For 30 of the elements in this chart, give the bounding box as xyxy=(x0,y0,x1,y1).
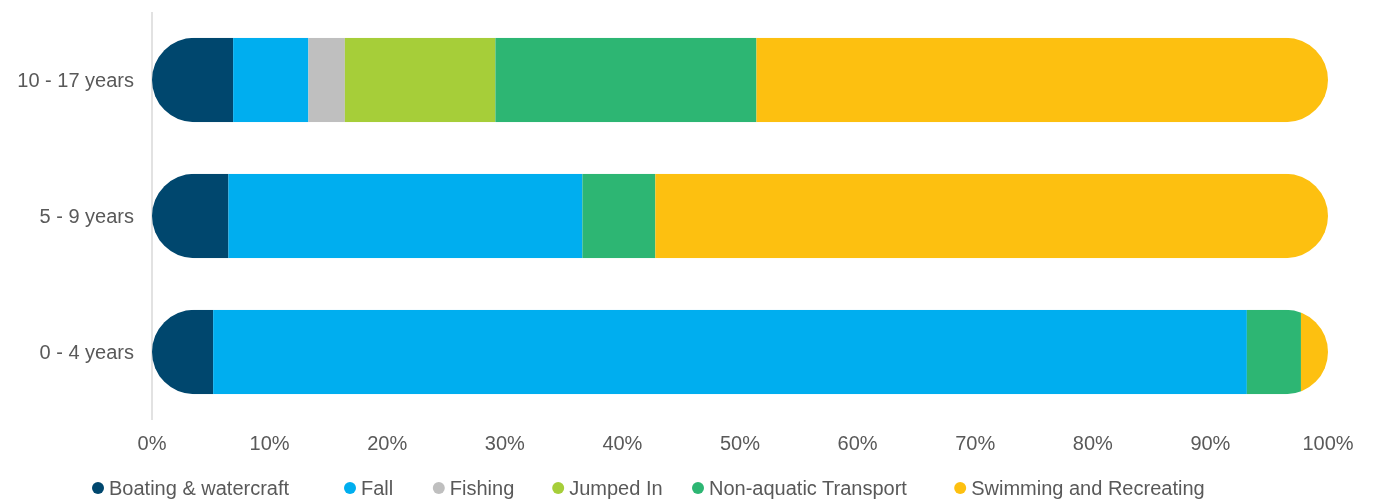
legend-label: Swimming and Recreating xyxy=(971,477,1205,499)
bar xyxy=(213,309,1247,395)
bar xyxy=(756,37,1328,123)
bar xyxy=(582,173,656,259)
x-tick-label: 0% xyxy=(137,432,167,454)
x-tick-label: 10% xyxy=(249,432,290,454)
x-tick-label: 50% xyxy=(719,432,761,454)
bar xyxy=(308,37,345,123)
legend-label: Non-aquatic Transport xyxy=(709,477,908,499)
legend-label: Boating & watercraft xyxy=(109,477,290,499)
bar xyxy=(655,173,1328,259)
legend-label: Fishing xyxy=(449,477,515,499)
bar xyxy=(495,37,757,123)
y-tick-label: 5 - 9 years xyxy=(39,205,134,227)
x-tick-label: 90% xyxy=(1190,432,1231,454)
bar xyxy=(228,173,583,259)
y-tick-label: 0 - 4 years xyxy=(39,341,134,363)
bar xyxy=(344,37,496,123)
x-tick-label: 70% xyxy=(955,432,996,454)
x-tick-label: 30% xyxy=(484,432,526,454)
y-tick-label: 10 - 17 years xyxy=(17,69,134,91)
legend-label: Fall xyxy=(361,477,394,499)
x-tick-label: 100% xyxy=(1302,432,1354,454)
x-tick-label: 40% xyxy=(602,432,643,454)
x-tick-label: 60% xyxy=(837,432,878,454)
bar xyxy=(233,37,309,123)
x-tick-label: 80% xyxy=(1072,432,1114,454)
legend-label: Jumped In xyxy=(569,477,663,499)
bar xyxy=(1246,309,1301,395)
x-tick-label: 20% xyxy=(367,432,408,454)
